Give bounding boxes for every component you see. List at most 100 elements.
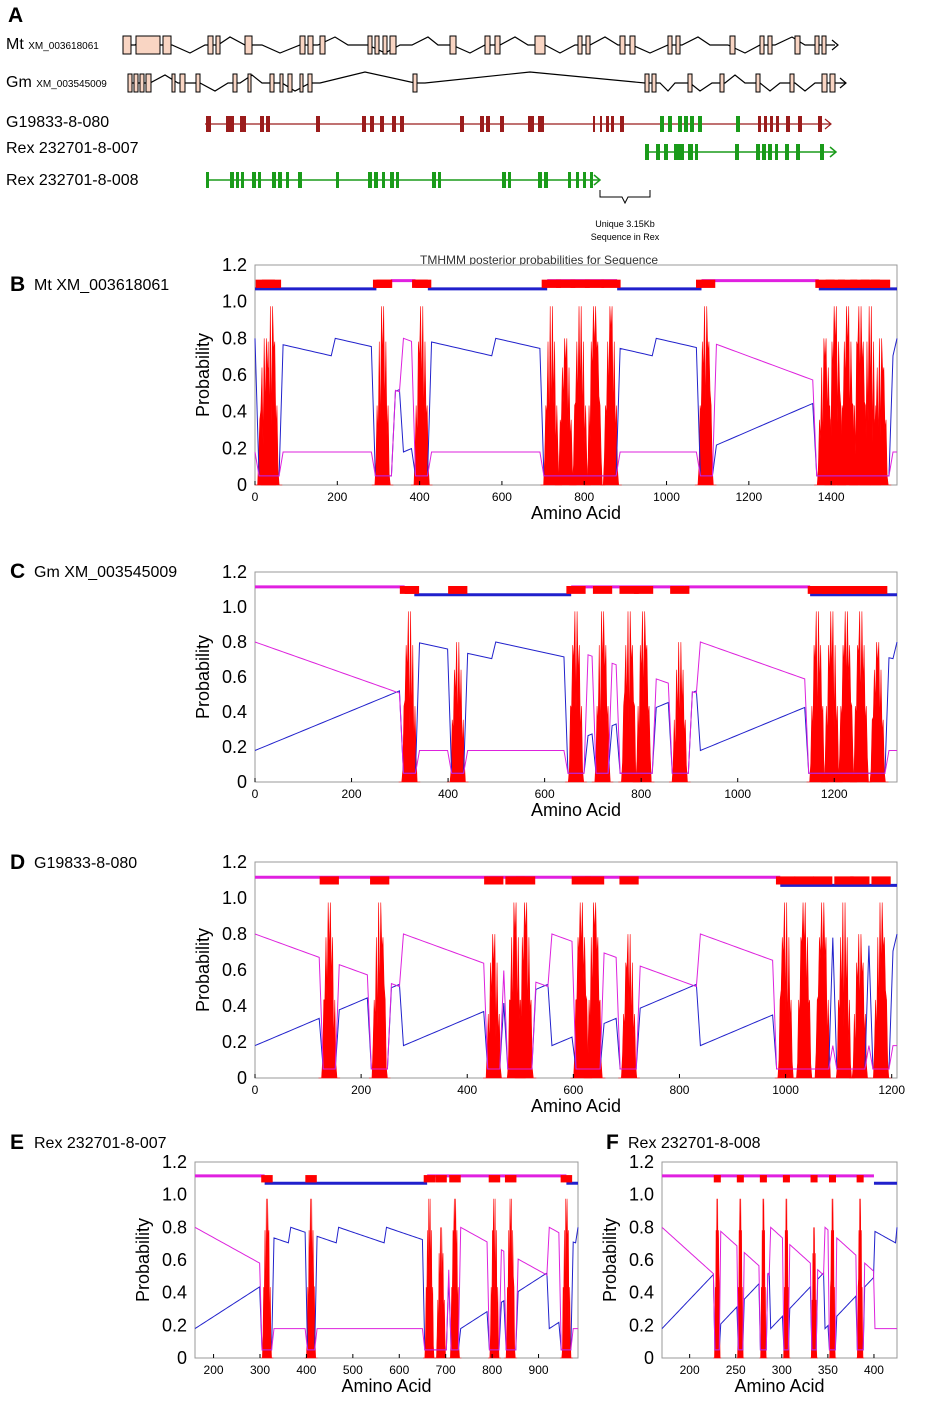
tm-probability-peak (260, 1198, 274, 1359)
tm-probability-peak (448, 1198, 462, 1359)
topology-tm-block (423, 1175, 436, 1183)
g19833-gene-model (205, 116, 832, 132)
y-tick-label: 0.8 (629, 1217, 654, 1237)
tm-probability-peak (554, 338, 577, 486)
x-tick-label: 200 (351, 1083, 371, 1097)
gene-label-gm: Gm XM_003545009 (6, 74, 107, 92)
tm-probability-peak (849, 934, 871, 1079)
x-tick-label: 200 (342, 787, 362, 801)
panel-f-label: Rex 232701-8-008 (628, 1135, 761, 1152)
tm-probability-peak (856, 1198, 865, 1359)
topology-tm-block (556, 279, 576, 288)
tm-probability-peak (318, 902, 341, 1079)
topology-tm-block (822, 586, 842, 594)
tm-probability-peak (482, 934, 505, 1079)
x-axis-label: Amino Acid (531, 1096, 621, 1116)
y-tick-label: 0.2 (162, 1315, 187, 1335)
topology-tm-block (515, 876, 536, 885)
y-tick-label: 0.4 (222, 402, 247, 422)
y-tick-label: 0.6 (162, 1250, 187, 1270)
panel-b-letter: B (10, 273, 26, 296)
x-tick-label: 0 (252, 787, 259, 801)
tm-probability-peak (632, 611, 655, 783)
tm-probability-peak (260, 306, 283, 486)
gene-acc-mt: XM_003618061 (28, 41, 99, 52)
panel-d-letter: D (10, 851, 26, 874)
x-axis-label: Amino Acid (531, 800, 621, 820)
x-tick-label: 200 (680, 1363, 700, 1377)
topology-tm-block (619, 876, 639, 885)
panel-a-letter: A (8, 4, 24, 27)
y-tick-label: 0.2 (222, 737, 247, 757)
y-axis-label: Probability (133, 1218, 153, 1302)
outside-probability-line (254, 933, 897, 1070)
x-tick-label: 700 (436, 1363, 456, 1377)
gene-structure-diagram (122, 35, 847, 205)
tm-probability-peak (583, 902, 606, 1079)
topology-tm-block (813, 876, 833, 885)
y-tick-label: 1.2 (162, 1152, 187, 1172)
tm-probability-peak (869, 338, 892, 486)
topology-tm-block (484, 876, 504, 885)
topology-tm-block (868, 586, 888, 594)
topology-tm-block (370, 876, 390, 885)
topology-tm-block (619, 586, 639, 594)
y-tick-label: 0.6 (629, 1250, 654, 1270)
tm-probability-peak (488, 1198, 501, 1359)
topology-tm-block (571, 876, 591, 885)
tm-probability-peak (565, 611, 587, 783)
tm-probability-peak (434, 1227, 448, 1359)
x-tick-label: 1200 (821, 787, 848, 801)
tm-probability-peak (423, 1198, 436, 1359)
panel-c-label: Gm XM_003545009 (34, 564, 178, 581)
y-axis-label: Probability (193, 333, 213, 417)
topology-tm-block (736, 1175, 744, 1183)
topology-tm-block (570, 279, 590, 288)
y-tick-label: 0.2 (222, 1032, 247, 1052)
y-axis-label: Probability (193, 635, 213, 719)
gene-label-g19833: G19833-8-080 (6, 114, 110, 131)
topology-tm-block (633, 586, 654, 594)
outside-probability-line (254, 641, 897, 774)
y-tick-label: 0.4 (222, 996, 247, 1016)
x-tick-label: 350 (818, 1363, 838, 1377)
y-tick-label: 0.4 (162, 1283, 187, 1303)
chart-panel-d: 0 200 400 600 800 1000 1200 0 0.2 0.4 0.6 0.8 1.0 1.2… (193, 852, 905, 1116)
y-tick-label: 1.2 (222, 255, 247, 275)
y-tick-label: 0.2 (629, 1315, 654, 1335)
gene-name-mt: Mt (6, 36, 24, 53)
x-tick-label: 0 (252, 490, 259, 504)
tm-probability-peak (870, 902, 892, 1079)
gene-label-mt: Mt XM_003618061 (6, 36, 99, 54)
topology-tm-block (592, 586, 613, 594)
chart-panel-b: 0 200 400 600 800 1000 1200 1400 0 0.2 0.4 0.6 0.8 1.… (193, 255, 898, 523)
panel-e-label: Rex 232701-8-007 (34, 1135, 167, 1152)
topology-tm-block (850, 876, 870, 885)
topology-tm-block (794, 876, 814, 885)
x-tick-label: 600 (535, 787, 555, 801)
topology-tm-block (834, 876, 854, 885)
x-tick-label: 600 (563, 1083, 583, 1097)
x-tick-label: 1200 (735, 490, 762, 504)
topology-tm-block (782, 1175, 790, 1183)
x-tick-label: 800 (482, 1363, 502, 1377)
topology-tm-block (759, 1175, 767, 1183)
gm-gene-model (128, 71, 847, 92)
y-tick-label: 0.8 (162, 1217, 187, 1237)
topology-tm-block (541, 279, 561, 288)
topology-tm-block (399, 586, 420, 594)
x-tick-label: 200 (327, 490, 347, 504)
plot-title: TMHMM posterior probabilities for Sequen… (420, 253, 659, 267)
tm-probability-peak (559, 1198, 573, 1359)
chart-panel-c: 0 200 400 600 800 1000 1200 0 0.2 0.4 0.6 0.8 1.0 1.2… (193, 562, 898, 820)
topology-tm-block (860, 279, 880, 288)
x-tick-label: 400 (864, 1363, 884, 1377)
y-tick-label: 1.0 (222, 292, 247, 312)
tm-probability-peak (821, 611, 843, 783)
topology-tm-block (825, 279, 845, 288)
y-tick-label: 0 (237, 1068, 247, 1088)
x-tick-label: 0 (252, 1083, 259, 1097)
topology-tm-block (448, 586, 468, 594)
topology-tm-block (319, 876, 339, 885)
